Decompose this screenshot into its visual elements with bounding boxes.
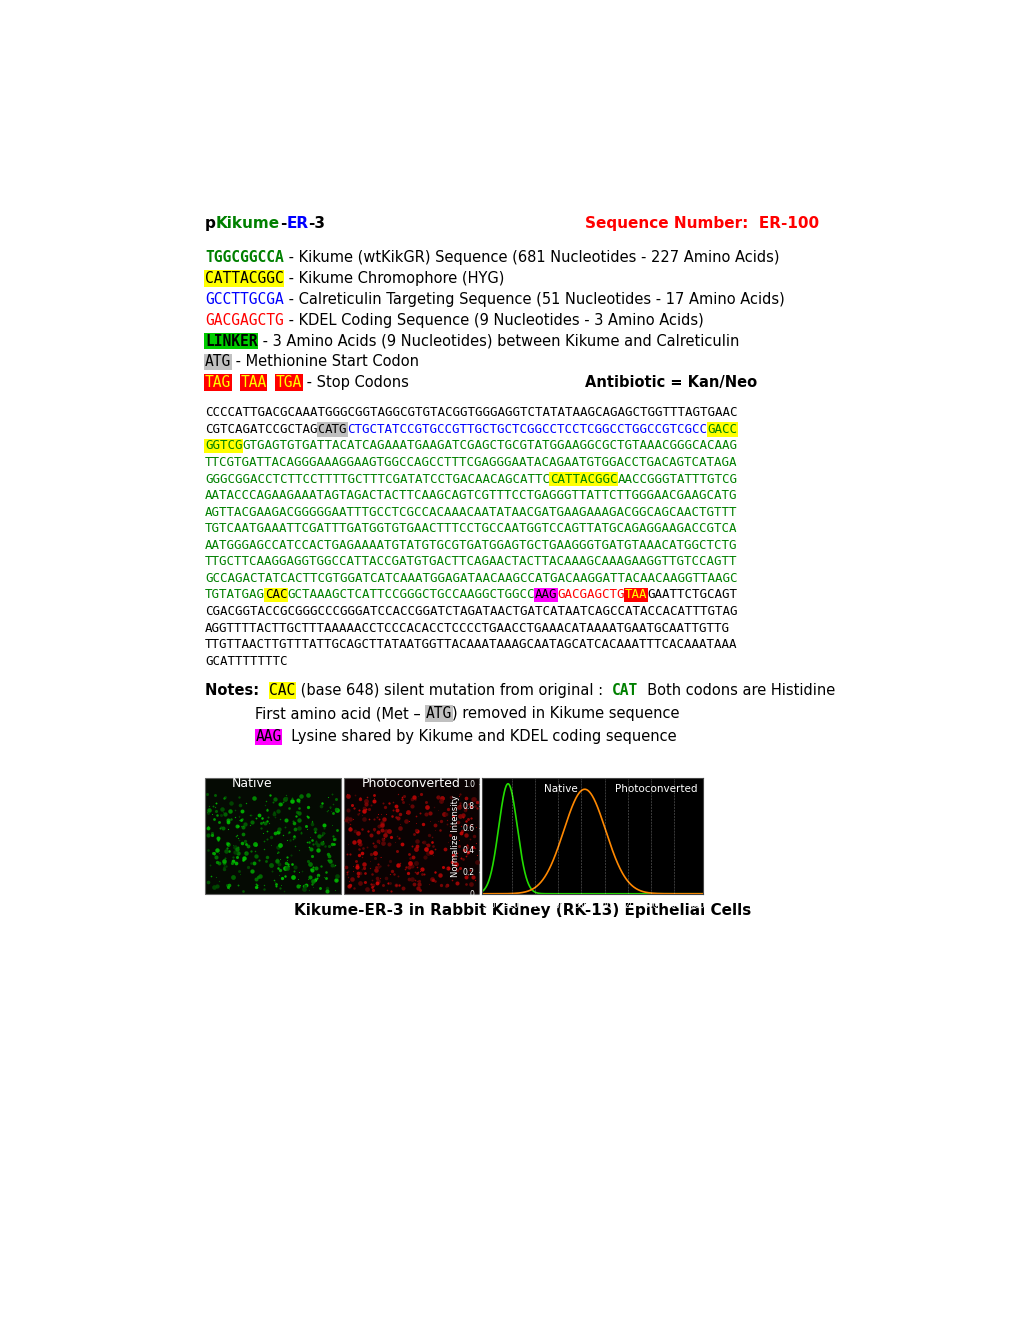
Text: AAG: AAG xyxy=(535,589,557,602)
Text: GACC: GACC xyxy=(707,422,737,436)
Text: Both codons are Histidine: Both codons are Histidine xyxy=(638,682,835,698)
Text: CGACGGTACCGCGGGCCCGGGATCCACCGGATCTAGATAACTGATCATAATCAGCCATACCACATTTGTAG: CGACGGTACCGCGGGCCCGGGATCCACCGGATCTAGATAA… xyxy=(205,605,737,618)
Text: GCCTTGCGA: GCCTTGCGA xyxy=(205,292,283,308)
Text: GCATTTTTTTC: GCATTTTTTTC xyxy=(205,655,287,668)
Text: -3: -3 xyxy=(308,215,325,231)
Text: TAG: TAG xyxy=(205,375,231,391)
Text: CCCCATTGACGCAAATGGGCGGTAGGCGTGTACGGTGGGAGGTCTATATAAGCAGAGCTGGTTTAGTGAAC: CCCCATTGACGCAAATGGGCGGTAGGCGTGTACGGTGGGA… xyxy=(205,407,737,420)
Text: AGTTACGAAGACGGGGGAATTTGCCTCGCCACAAACAATATAACGATGAAGAAAGACGGCAGCAACTGTTT: AGTTACGAAGACGGGGGAATTTGCCTCGCCACAAACAATA… xyxy=(205,506,737,519)
Text: CAT: CAT xyxy=(611,682,638,698)
Text: TAA: TAA xyxy=(625,589,647,602)
Text: GCTAAAGCTCATTCCGGGCTGCCAAGGCTGGCC: GCTAAAGCTCATTCCGGGCTGCCAAGGCTGGCC xyxy=(287,589,535,602)
Text: Kikume-ER-3 in Rabbit Kidney (RK-13) Epithelial Cells: Kikume-ER-3 in Rabbit Kidney (RK-13) Epi… xyxy=(293,903,751,919)
Text: GTGAGTGTGATTACATCAGAAATGAAGATCGAGCTGCGTATGGAAGGCGCTGTAAACGGGCACAAG: GTGAGTGTGATTACATCAGAAATGAAGATCGAGCTGCGTA… xyxy=(243,440,737,453)
Text: Native: Native xyxy=(232,777,272,791)
Text: Native: Native xyxy=(544,784,578,795)
Text: TTGTTAACTTGTTTATTGCAGCTTATAATGGTTACAAATAAAGCAATAGCATCACAAATTTCACAAATAAA: TTGTTAACTTGTTTATTGCAGCTTATAATGGTTACAAATA… xyxy=(205,638,737,651)
Text: TTCGTGATTACAGGGAAAGGAAGTGGCCAGCCTTTCGAGGGAATACAGAATGTGGACCTGACAGTCATAGA: TTCGTGATTACAGGGAAAGGAAGTGGCCAGCCTTTCGAGG… xyxy=(205,455,737,469)
Text: TGGCGGCCA: TGGCGGCCA xyxy=(205,251,283,265)
Text: ) removed in Kikume sequence: ) removed in Kikume sequence xyxy=(451,706,679,721)
Text: TGTATGAG: TGTATGAG xyxy=(205,589,265,602)
Text: ATG: ATG xyxy=(325,422,347,436)
Text: (base 648) silent mutation from original :: (base 648) silent mutation from original… xyxy=(296,682,611,698)
Text: TTGCTTCAAGGAGGTGGCCATTACCGATGTGACTTCAGAACTACTTACAAAGCAAAGAAGGTTGTCCAGTT: TTGCTTCAAGGAGGTGGCCATTACCGATGTGACTTCAGAA… xyxy=(205,556,737,569)
Text: GACGAGCTG: GACGAGCTG xyxy=(557,589,625,602)
Text: - KDEL Coding Sequence (9 Nucleotides - 3 Amino Acids): - KDEL Coding Sequence (9 Nucleotides - … xyxy=(283,313,703,327)
Text: - Stop Codons: - Stop Codons xyxy=(302,375,409,391)
Text: AACCGGGTATTTGTCG: AACCGGGTATTTGTCG xyxy=(616,473,737,486)
Text: C: C xyxy=(317,422,325,436)
Text: CATTACGGC: CATTACGGC xyxy=(549,473,616,486)
Text: Sequence Number:  ER-100: Sequence Number: ER-100 xyxy=(584,215,818,231)
Text: - Kikume (wtKikGR) Sequence (681 Nucleotides - 227 Amino Acids): - Kikume (wtKikGR) Sequence (681 Nucleot… xyxy=(283,251,779,265)
Text: AATGGGAGCCATCCACTGAGAAAATGTATGTGCGTGATGGAGTGCTGAAGGGTGATGTAAACATGGCTCTG: AATGGGAGCCATCCACTGAGAAAATGTATGTGCGTGATGG… xyxy=(205,539,737,552)
Text: TGTCAATGAAATTCGATTTGATGGTGTGAACTTTCCTGCCAATGGTCCAGTTATGCAGAGGAAGACCGTCA: TGTCAATGAAATTCGATTTGATGGTGTGAACTTTCCTGCC… xyxy=(205,523,737,535)
Text: CAC: CAC xyxy=(269,682,296,698)
Text: ATG: ATG xyxy=(425,706,451,721)
Text: p: p xyxy=(205,215,216,231)
Text: ATG: ATG xyxy=(205,354,231,370)
X-axis label: Lambda[nm]: Lambda[nm] xyxy=(564,916,622,925)
Text: LINKER: LINKER xyxy=(205,334,257,348)
Text: CAC: CAC xyxy=(265,589,287,602)
Text: GAATTCTGCAGT: GAATTCTGCAGT xyxy=(647,589,737,602)
Text: First amino acid (Met –: First amino acid (Met – xyxy=(255,706,425,721)
Text: TGA: TGA xyxy=(276,375,302,391)
Text: CGTCAGATCCGCTAG: CGTCAGATCCGCTAG xyxy=(205,422,317,436)
Text: GGGCGGACCTCTTCCTTTTGCTTTCGATATCCTGACAACAGCATTC: GGGCGGACCTCTTCCTTTTGCTTTCGATATCCTGACAACA… xyxy=(205,473,549,486)
Text: - Methionine Start Codon: - Methionine Start Codon xyxy=(231,354,419,370)
Text: -: - xyxy=(280,215,286,231)
Text: Photoconverted: Photoconverted xyxy=(362,777,461,791)
Text: AGGTTTTACTTGCTTTAAAAACCTCCCACACCTCCCCTGAACCTGAAACATAAAATGAATGCAATTGTTG: AGGTTTTACTTGCTTTAAAAACCTCCCACACCTCCCCTGA… xyxy=(205,622,730,635)
Text: Lysine shared by Kikume and KDEL coding sequence: Lysine shared by Kikume and KDEL coding … xyxy=(281,729,676,744)
Text: - 3 Amino Acids (9 Nucleotides) between Kikume and Calreticulin: - 3 Amino Acids (9 Nucleotides) between … xyxy=(257,334,738,348)
Text: AATACCCAGAAGAAATAGTAGACTACTTCAAGCAGTCGTTTCCTGAGGGTTATTCTTGGGAACGAAGCATG: AATACCCAGAAGAAATAGTAGACTACTTCAAGCAGTCGTT… xyxy=(205,490,737,502)
Text: GCCAGACTATCACTTCGTGGATCATCAAATGGAGATAACAAGCCATGACAAGGATTACAACAAGGTTAAGC: GCCAGACTATCACTTCGTGGATCATCAAATGGAGATAACA… xyxy=(205,572,737,585)
Text: Kikume: Kikume xyxy=(216,215,280,231)
Bar xyxy=(343,779,479,894)
Text: - Calreticulin Targeting Sequence (51 Nucleotides - 17 Amino Acids): - Calreticulin Targeting Sequence (51 Nu… xyxy=(283,292,784,308)
Text: CATTACGGC: CATTACGGC xyxy=(205,271,283,286)
Text: TAA: TAA xyxy=(240,375,267,391)
Bar xyxy=(205,779,340,894)
Text: - Kikume Chromophore (HYG): - Kikume Chromophore (HYG) xyxy=(283,271,503,286)
Y-axis label: Normalize Intensity: Normalize Intensity xyxy=(450,795,460,876)
Text: AAG: AAG xyxy=(255,729,281,744)
Text: Photoconverted: Photoconverted xyxy=(614,784,697,795)
Text: CTGCTATCCGTGCCGTTGCTGCTCGGCCTCCTCGGCCTGGCCGTCGCC: CTGCTATCCGTGCCGTTGCTGCTCGGCCTCCTCGGCCTGG… xyxy=(347,422,707,436)
Text: GGTCG: GGTCG xyxy=(205,440,243,453)
Text: Notes:: Notes: xyxy=(205,682,269,698)
Text: ER: ER xyxy=(286,215,308,231)
Text: Antibiotic = Kan/Neo: Antibiotic = Kan/Neo xyxy=(584,375,756,391)
Text: GACGAGCTG: GACGAGCTG xyxy=(205,313,283,327)
